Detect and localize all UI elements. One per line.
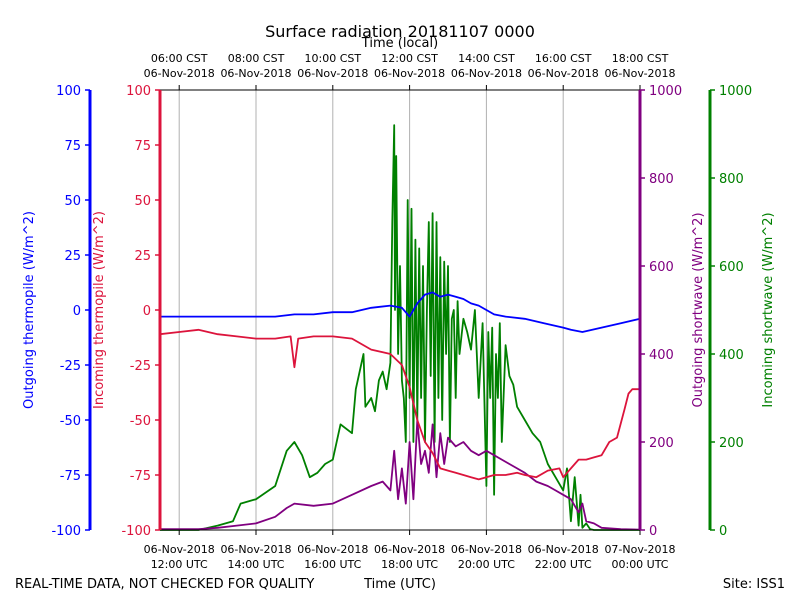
y-tick-label-incoming-shortwave: 1000 <box>719 84 752 99</box>
y-tick-label-incoming-thermopile: -100 <box>121 524 151 539</box>
y-tick-label-outgoing-thermopile: 25 <box>64 249 81 264</box>
y-tick-label-outgoing-thermopile: -50 <box>60 414 81 429</box>
y-tick-label-incoming-shortwave: 400 <box>719 348 744 363</box>
gridlines <box>178 90 564 530</box>
y-tick-label-incoming-shortwave: 0 <box>719 524 727 539</box>
y-tick-label-outgoing-thermopile: 50 <box>64 194 81 209</box>
y-tick-label-outgoing-thermopile: -25 <box>60 359 81 374</box>
x-tick-label-bottom-time: 00:00 UTC <box>611 558 668 571</box>
y-axis-label-outgoing-shortwave: Outgoing shortwave (W/m^2) <box>691 212 706 407</box>
x-tick-label-bottom-date: 06-Nov-2018 <box>374 543 445 556</box>
y-tick-label-outgoing-thermopile: 0 <box>73 304 81 319</box>
x-tick-label-top-date: 06-Nov-2018 <box>451 67 522 80</box>
y-tick-label-incoming-shortwave: 200 <box>719 436 744 451</box>
x-tick-label-top-date: 06-Nov-2018 <box>604 67 675 80</box>
site-label: Site: ISS1 <box>723 577 785 592</box>
y-tick-label-outgoing-thermopile: -75 <box>60 469 81 484</box>
y-tick-label-incoming-thermopile: 25 <box>134 249 151 264</box>
x-tick-label-bottom-date: 07-Nov-2018 <box>604 543 675 556</box>
y-tick-label-outgoing-shortwave: 800 <box>649 172 674 187</box>
x-tick-label-top-time: 06:00 CST <box>151 52 208 65</box>
x-tick-label-bottom-time: 12:00 UTC <box>151 558 208 571</box>
y-tick-label-outgoing-shortwave: 400 <box>649 348 674 363</box>
y-axis-label-outgoing-thermopile: Outgoing thermopile (W/m^2) <box>22 211 37 409</box>
series-layer <box>159 124 641 531</box>
bottom-axis-label: Time (UTC) <box>363 577 436 592</box>
series-line-incoming-shortwave <box>160 124 640 531</box>
chart-title: Surface radiation 20181107 0000 <box>265 22 535 41</box>
x-tick-label-top-time: 12:00 CST <box>381 52 438 65</box>
y-tick-label-incoming-thermopile: -75 <box>130 469 151 484</box>
y-tick-label-incoming-thermopile: -50 <box>130 414 151 429</box>
x-tick-label-bottom-date: 06-Nov-2018 <box>528 543 599 556</box>
x-tick-label-top-date: 06-Nov-2018 <box>220 67 291 80</box>
top-axis-label: Time (local) <box>361 36 438 51</box>
y-tick-label-incoming-thermopile: 100 <box>126 84 151 99</box>
y-tick-label-outgoing-thermopile: 75 <box>64 139 81 154</box>
y-axis-label-incoming-shortwave: Incoming shortwave (W/m^2) <box>761 212 776 407</box>
x-tick-label-bottom-date: 06-Nov-2018 <box>451 543 522 556</box>
y-tick-label-outgoing-shortwave: 600 <box>649 260 674 275</box>
y-tick-label-outgoing-shortwave: 0 <box>649 524 657 539</box>
x-tick-label-top-date: 06-Nov-2018 <box>297 67 368 80</box>
y-tick-label-incoming-thermopile: 0 <box>143 304 151 319</box>
x-tick-label-bottom-time: 18:00 UTC <box>381 558 438 571</box>
x-tick-label-bottom-date: 06-Nov-2018 <box>144 543 215 556</box>
x-tick-label-top-time: 14:00 CST <box>458 52 515 65</box>
series-line-outgoing-thermopile <box>160 291 641 333</box>
y-tick-label-outgoing-thermopile: -100 <box>51 524 81 539</box>
x-tick-label-bottom-date: 06-Nov-2018 <box>220 543 291 556</box>
quality-disclaimer: REAL-TIME DATA, NOT CHECKED FOR QUALITY <box>15 577 314 592</box>
x-tick-label-bottom-time: 22:00 UTC <box>535 558 592 571</box>
series-line-incoming-thermopile <box>159 328 640 481</box>
y-tick-label-incoming-thermopile: 50 <box>134 194 151 209</box>
y-tick-label-incoming-thermopile: -25 <box>130 359 151 374</box>
x-tick-label-top-date: 06-Nov-2018 <box>374 67 445 80</box>
x-tick-label-top-date: 06-Nov-2018 <box>528 67 599 80</box>
y-tick-label-incoming-thermopile: 75 <box>134 139 151 154</box>
x-tick-label-bottom-date: 06-Nov-2018 <box>297 543 368 556</box>
x-tick-label-top-time: 08:00 CST <box>228 52 285 65</box>
x-tick-label-top-time: 18:00 CST <box>612 52 669 65</box>
x-tick-label-top-time: 10:00 CST <box>305 52 362 65</box>
x-tick-label-bottom-time: 20:00 UTC <box>458 558 515 571</box>
x-tick-label-bottom-time: 14:00 UTC <box>227 558 284 571</box>
x-tick-label-bottom-time: 16:00 UTC <box>304 558 361 571</box>
y-tick-label-outgoing-shortwave: 1000 <box>649 84 682 99</box>
y-tick-label-incoming-shortwave: 600 <box>719 260 744 275</box>
y-axis-label-incoming-thermopile: Incoming thermopile (W/m^2) <box>92 211 107 409</box>
axes-layer: 06-Nov-2018 12:00 UTC 06-Nov-2018 14:00 UTC… <box>22 52 776 571</box>
y-tick-label-outgoing-shortwave: 200 <box>649 436 674 451</box>
x-tick-label-top-date: 06-Nov-2018 <box>144 67 215 80</box>
series-line-outgoing-shortwave <box>160 419 641 531</box>
y-tick-label-outgoing-thermopile: 100 <box>56 84 81 99</box>
y-tick-label-incoming-shortwave: 800 <box>719 172 744 187</box>
x-tick-label-top-time: 16:00 CST <box>535 52 592 65</box>
